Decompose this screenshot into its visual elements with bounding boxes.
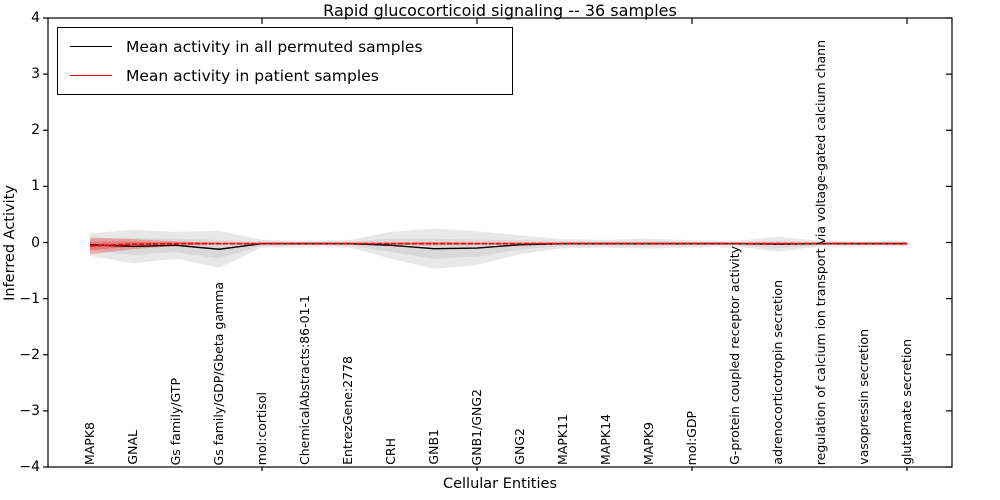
y-tick-label: 2: [31, 122, 40, 139]
permuted-line-sample: [70, 46, 112, 47]
patient-line-sample: [70, 75, 112, 76]
y-tick-label: −2: [19, 346, 40, 363]
chart-title: Rapid glucocorticoid signaling -- 36 sam…: [323, 1, 677, 20]
x-tick-label: G-protein coupled receptor activity: [726, 246, 742, 465]
x-tick-label: Gs family/GTP: [167, 377, 183, 465]
y-tick-label: 0: [31, 234, 40, 251]
x-tick-label: glutamate secretion: [898, 339, 914, 465]
x-tick-label: MAPK14: [597, 414, 613, 465]
x-tick-label: MAPK8: [81, 421, 97, 465]
x-tick-label: GNB1: [425, 429, 441, 465]
y-tick-label: 3: [31, 66, 40, 83]
legend-box: Mean activity in all permuted samples Me…: [57, 27, 513, 95]
x-tick-label: Gs family/GDP/Gbeta gamma: [210, 281, 226, 465]
legend-label-patient: Mean activity in patient samples: [126, 66, 379, 85]
x-tick-label: ChemicalAbstracts:86-01-1: [296, 295, 312, 465]
y-tick-label: 1: [31, 178, 40, 195]
x-tick-label: vasopressin secretion: [855, 329, 871, 465]
y-tick-label: −3: [19, 402, 40, 419]
x-axis-label: Cellular Entities: [442, 476, 558, 492]
y-tick-label: 4: [31, 10, 40, 26]
legend-label-permuted: Mean activity in all permuted samples: [126, 37, 423, 56]
x-tick-label: GNAL: [124, 430, 140, 465]
y-tick-label: −1: [19, 290, 40, 307]
x-tick-label: EntrezGene:2778: [339, 356, 355, 465]
x-tick-label: MAPK11: [554, 414, 570, 465]
x-tick-label: mol:GDP: [683, 410, 699, 465]
x-tick-label: mol:cortisol: [253, 391, 269, 465]
x-tick-label: CRH: [382, 438, 398, 465]
x-tick-label: regulation of calcium ion transport via …: [812, 39, 828, 465]
legend-row-patient: Mean activity in patient samples: [70, 65, 512, 87]
x-tick-label: adrenocorticotropin secretion: [769, 280, 785, 465]
y-tick-label: −4: [19, 459, 40, 475]
permuted-sample-spread-outer: [90, 228, 907, 269]
x-tick-label: MAPK9: [640, 421, 656, 465]
x-tick-label: GNG2: [511, 428, 527, 465]
patient-mean-line: [89, 242, 907, 247]
x-tick-label: GNB1/GNG2: [468, 388, 484, 465]
legend-row-permuted: Mean activity in all permuted samples: [70, 36, 512, 58]
